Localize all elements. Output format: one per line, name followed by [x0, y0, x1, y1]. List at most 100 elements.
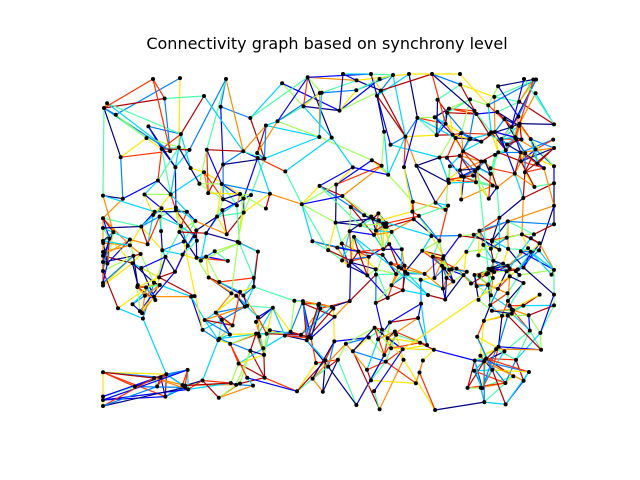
graph-edge — [180, 133, 192, 169]
graph-node — [495, 286, 500, 291]
graph-edge — [459, 151, 464, 171]
graph-edge — [349, 274, 377, 302]
graph-edge — [159, 215, 182, 227]
graph-edge — [520, 152, 538, 165]
graph-edge — [307, 76, 357, 81]
graph-edge — [374, 327, 385, 356]
graph-edge — [206, 149, 244, 152]
graph-edge — [221, 306, 246, 321]
graph-node — [224, 232, 229, 237]
graph-node — [429, 234, 434, 238]
graph-node — [531, 77, 536, 82]
graph-node — [458, 168, 462, 173]
graph-edge — [349, 262, 352, 302]
graph-node — [288, 329, 293, 334]
graph-node — [130, 302, 135, 307]
graph-edge — [303, 105, 333, 139]
graph-edge — [442, 258, 450, 271]
graph-edge — [256, 120, 279, 154]
graph-node — [251, 284, 256, 289]
graph-edge — [230, 198, 245, 294]
graph-node — [295, 389, 299, 394]
graph-edge — [102, 217, 114, 233]
graph-edge — [239, 377, 265, 385]
graph-edge — [303, 105, 340, 112]
graph-edge — [421, 235, 432, 252]
graph-node — [422, 271, 427, 276]
graph-node — [521, 196, 526, 200]
graph-edge — [195, 220, 227, 235]
graph-edge — [404, 250, 423, 273]
graph-edge — [349, 207, 352, 232]
graph-edge — [538, 250, 555, 271]
graph-edge — [140, 253, 155, 283]
graph-node — [184, 209, 189, 214]
graph-edge — [509, 251, 522, 269]
graph-edge — [490, 277, 494, 296]
graph-edge — [164, 98, 171, 152]
graph-edge — [476, 336, 505, 352]
graph-edge — [494, 131, 499, 153]
graph-node — [249, 193, 253, 197]
graph-edge — [495, 348, 517, 361]
graph-node — [387, 242, 392, 247]
graph-edge — [206, 149, 223, 185]
graph-node — [168, 149, 173, 154]
graph-node — [101, 216, 105, 221]
graph-node — [389, 283, 394, 288]
graph-node — [380, 252, 385, 257]
graph-node — [419, 301, 424, 306]
graph-edge — [335, 222, 361, 226]
graph-edge — [249, 76, 309, 119]
graph-edge — [466, 248, 491, 253]
graph-node — [337, 108, 342, 113]
graph-edge — [219, 277, 254, 283]
graph-node — [181, 239, 186, 244]
graph-node — [447, 267, 452, 272]
graph-edge — [203, 95, 244, 152]
graph-node — [418, 277, 423, 282]
graph-edge — [370, 361, 387, 381]
graph-node — [537, 248, 541, 253]
graph-node — [162, 96, 167, 101]
graph-edge — [102, 107, 105, 196]
graph-node — [193, 218, 198, 223]
graph-edge — [446, 98, 471, 114]
graph-node — [526, 313, 531, 318]
graph-edge — [310, 316, 336, 339]
graph-node — [139, 224, 144, 229]
graph-node — [443, 121, 448, 126]
graph-edge — [179, 231, 207, 234]
graph-node — [374, 272, 378, 277]
graph-node — [402, 263, 407, 268]
graph-edge — [402, 359, 436, 411]
graph-edge — [519, 79, 534, 124]
graph-node — [382, 129, 387, 134]
graph-edge — [221, 183, 271, 195]
graph-node — [444, 155, 449, 160]
graph-node — [505, 313, 510, 318]
graph-edge — [120, 157, 124, 199]
graph-edge — [352, 350, 381, 410]
graph-edge — [378, 211, 413, 221]
graph-node — [433, 408, 438, 412]
graph-node — [526, 370, 531, 374]
graph-node — [385, 336, 390, 341]
graph-node — [482, 359, 487, 364]
graph-node — [152, 209, 157, 214]
graph-edge — [492, 260, 507, 272]
graph-node — [348, 260, 353, 265]
graph-edge — [134, 386, 186, 388]
graph-node — [101, 239, 105, 243]
graph-edge — [102, 238, 131, 257]
graph-node — [502, 117, 507, 122]
graph-node — [372, 232, 376, 237]
graph-edge — [117, 307, 144, 320]
graph-edge — [420, 303, 428, 346]
graph-node — [505, 142, 510, 147]
graph-node — [163, 394, 168, 399]
graph-edge — [366, 338, 379, 371]
graph-edge — [353, 236, 359, 252]
graph-edge — [162, 240, 185, 251]
graph-edge — [427, 294, 446, 301]
